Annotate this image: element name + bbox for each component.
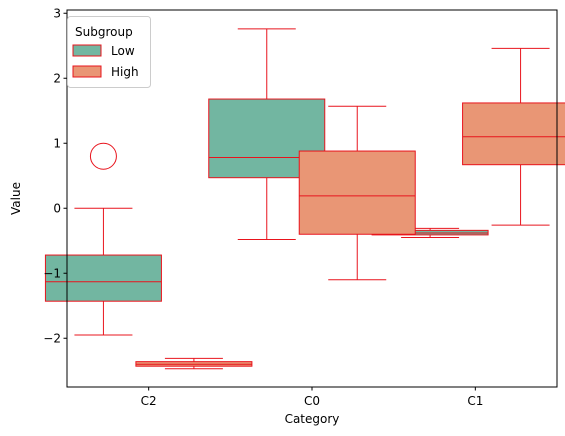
legend-title: Subgroup	[75, 25, 133, 39]
y-tick-label: 0	[53, 201, 61, 215]
y-tick-label: 2	[53, 71, 61, 85]
x-axis-label: Category	[285, 412, 340, 426]
y-tick-label: 1	[53, 136, 61, 150]
legend-label-low: Low	[111, 44, 135, 58]
box-high-c0	[298, 150, 416, 235]
box-low-c2	[44, 254, 162, 302]
y-tick-label: −1	[43, 266, 61, 280]
x-tick-label: C2	[141, 394, 157, 408]
plot-area	[44, 28, 565, 370]
y-tick-label: 3	[53, 6, 61, 20]
x-tick-label: C1	[467, 394, 483, 408]
axis-ticks: −2 −1 0 1 2 3 C2 C0 C1	[43, 6, 483, 408]
outlier-low-c2-0	[89, 142, 117, 170]
y-axis-label: Value	[9, 182, 23, 215]
legend-label-high: High	[111, 65, 139, 79]
y-tick-label: −2	[43, 331, 61, 345]
legend: Subgroup Low High	[67, 16, 151, 88]
series-high	[135, 47, 565, 370]
legend-swatch-low	[72, 44, 102, 57]
x-tick-label: C0	[304, 394, 320, 408]
box-high-c1	[462, 102, 565, 166]
legend-swatch-high	[72, 65, 102, 78]
